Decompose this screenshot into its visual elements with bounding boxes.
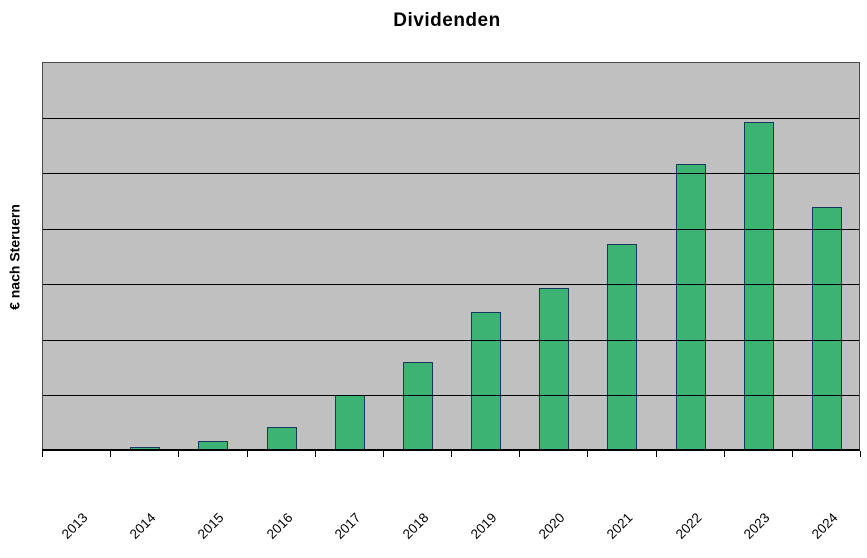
x-axis-line bbox=[42, 449, 860, 451]
gridline bbox=[43, 284, 859, 285]
axis-tick bbox=[656, 451, 657, 457]
bar-2017 bbox=[335, 395, 365, 450]
gridline bbox=[43, 229, 859, 230]
x-axis-tick-label: 2014 bbox=[126, 510, 159, 542]
axis-tick bbox=[792, 451, 793, 457]
bar-2023 bbox=[744, 122, 774, 450]
bar-2014 bbox=[130, 447, 160, 450]
gridline bbox=[43, 173, 859, 174]
axis-tick bbox=[724, 451, 725, 457]
bar-2021 bbox=[607, 244, 637, 450]
gridline bbox=[43, 395, 859, 396]
x-axis-tick-label: 2018 bbox=[399, 510, 432, 542]
x-axis-tick-label: 2024 bbox=[808, 510, 841, 542]
x-axis-tick-label: 2013 bbox=[58, 510, 91, 542]
bar-2016 bbox=[267, 427, 297, 450]
x-axis-tick-label: 2017 bbox=[331, 510, 364, 542]
bar-2020 bbox=[539, 288, 569, 450]
x-axis-tick-label: 2016 bbox=[263, 510, 296, 542]
bar-2024 bbox=[812, 207, 842, 450]
y-axis-label: € nach Steruern bbox=[6, 204, 23, 310]
axis-tick bbox=[315, 451, 316, 457]
bar-2018 bbox=[403, 362, 433, 450]
gridline bbox=[43, 340, 859, 341]
x-axis-tick-label: 2022 bbox=[672, 510, 705, 542]
bar-2015 bbox=[198, 441, 228, 450]
gridline bbox=[43, 118, 859, 119]
chart-title: Dividenden bbox=[393, 10, 501, 31]
bar-2019 bbox=[471, 312, 501, 450]
x-axis-tick-label: 2021 bbox=[603, 510, 636, 542]
axis-tick bbox=[110, 451, 111, 457]
bar-2022 bbox=[676, 164, 706, 450]
axis-tick bbox=[178, 451, 179, 457]
axis-tick bbox=[587, 451, 588, 457]
axis-tick bbox=[42, 451, 43, 457]
axis-tick bbox=[247, 451, 248, 457]
x-axis-tick-label: 2020 bbox=[535, 510, 568, 542]
axis-tick bbox=[860, 451, 861, 457]
axis-tick bbox=[519, 451, 520, 457]
x-axis-tick-label: 2019 bbox=[467, 510, 500, 542]
axis-tick bbox=[383, 451, 384, 457]
x-axis-tick-label: 2015 bbox=[194, 510, 227, 542]
axis-tick bbox=[451, 451, 452, 457]
plot-area bbox=[42, 62, 860, 451]
x-axis-tick-label: 2023 bbox=[740, 510, 773, 542]
